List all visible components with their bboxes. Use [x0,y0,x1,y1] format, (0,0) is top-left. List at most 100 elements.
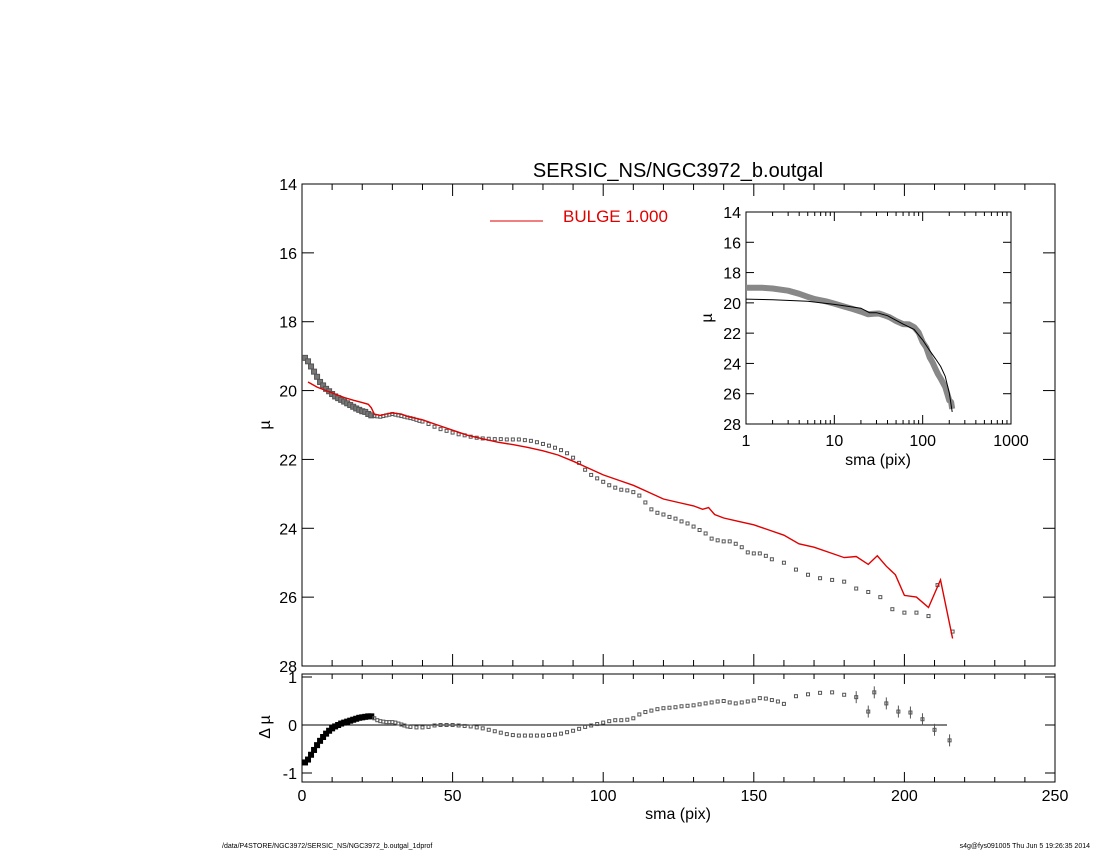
main-data-point [727,539,732,544]
inset-model-line [745,298,953,412]
residual-data-point [571,728,576,733]
residual-data-point [314,742,321,749]
residual-data-point [408,724,413,729]
residual-data-point [932,727,937,732]
residual-x-label: sma (pix) [645,806,711,823]
main-data-point [902,610,907,615]
residual-data-point [733,701,738,706]
main-data-point [522,438,527,443]
main-data-point [631,490,636,495]
residual-y-tick-label: 1 [288,670,297,687]
inset-y-tick-label: 22 [723,326,741,343]
main-data-point [685,521,690,526]
residual-data-point [311,746,318,753]
residual-x-tick-label: 150 [740,788,767,805]
inset-data-curve [745,284,956,412]
residual-data-point [661,706,666,711]
main-y-tick-label: 18 [279,315,297,332]
inset-x-tick-label: 100 [909,433,936,450]
residual-data-point [637,712,642,717]
main-data-point [649,507,654,512]
inset-y-label: µ [699,313,716,322]
residual-data-point [577,726,582,731]
residual-data-point [842,692,847,697]
main-data-point [625,488,630,493]
main-data-point [450,430,455,435]
main-data-point [769,557,774,562]
inset-x-label: sma (pix) [845,452,911,469]
residual-y-tick-label: -1 [283,766,297,783]
main-y-label: µ [257,420,274,429]
residual-data-point [649,708,654,713]
legend-label: BULGE 1.000 [563,207,668,226]
main-data-point [715,538,720,543]
main-data-point [679,519,684,524]
inset-y-tick-label: 28 [723,417,741,434]
residual-data-point [480,726,485,731]
residual-data-point [703,701,708,706]
residual-data-point [908,710,913,715]
residual-data-point [727,700,732,705]
main-data-point [432,424,437,429]
residual-data-point [540,733,545,738]
main-data-point [504,437,509,442]
residual-data-point [793,694,798,699]
main-data-point [667,514,672,519]
residual-data-point [709,700,714,705]
main-data-point [534,440,539,445]
residual-data-point [565,730,570,735]
residual-data-point [920,717,925,722]
residual-plot-frame [301,673,1056,783]
inset-y-tick-label: 24 [723,356,741,373]
footer-timestamp: s4g@fys091005 Thu Jun 5 19:26:35 2014 [960,843,1090,850]
main-data-point [565,451,570,456]
main-y-tick-label: 14 [279,177,297,194]
main-data-point [709,536,714,541]
residual-data-point [625,717,630,722]
main-data-point [661,512,666,517]
main-data-point [314,373,321,380]
residual-y-label: Δ µ [257,715,274,738]
residual-data-point [781,701,786,706]
main-data-point [806,572,811,577]
residual-data-point [685,703,690,708]
residual-data-point [613,718,618,723]
residual-data-point [679,704,684,709]
residual-x-tick-label: 50 [444,788,462,805]
main-data-point [540,441,545,446]
inset-axes: 14 16 18 20 22 24 26 281 10 100 1000 [723,205,1029,450]
main-data-point [637,493,642,498]
residual-data-points [302,686,952,766]
residual-data-point [751,698,756,703]
main-data-point [559,448,564,453]
residual-data-point [534,733,539,738]
inset-x-tick-label: 1 [742,433,751,450]
main-y-tick-label: 16 [279,246,297,263]
residual-data-point [947,738,952,743]
main-data-point [854,586,859,591]
main-data-point [878,595,883,600]
residual-x-tick-label: 250 [1042,788,1069,805]
inset-y-tick-label: 18 [723,266,741,283]
main-data-point [546,443,551,448]
residual-data-point [450,723,455,727]
inset-plot-frame [745,211,1012,425]
residual-x-tick-label: 200 [891,788,918,805]
footer-path: /data/P4STORE/NGC3972/SERSIC_NS/NGC3972_… [222,843,432,850]
main-data-point [583,467,588,472]
bulge-model-line [307,381,954,639]
residual-data-point [528,733,533,738]
main-data-point [890,607,895,612]
residual-data-point [486,727,491,732]
residual-data-point [643,710,648,715]
residual-data-point [763,696,768,701]
main-data-point [830,577,835,582]
main-data-point [601,479,606,484]
residual-data-point [320,734,327,740]
inset-x-tick-label: 1000 [993,433,1029,450]
inset-y-tick-label: 16 [723,235,741,252]
main-data-point [438,427,443,432]
residual-y-tick-label: 0 [288,718,297,735]
residual-data-point [305,756,312,763]
